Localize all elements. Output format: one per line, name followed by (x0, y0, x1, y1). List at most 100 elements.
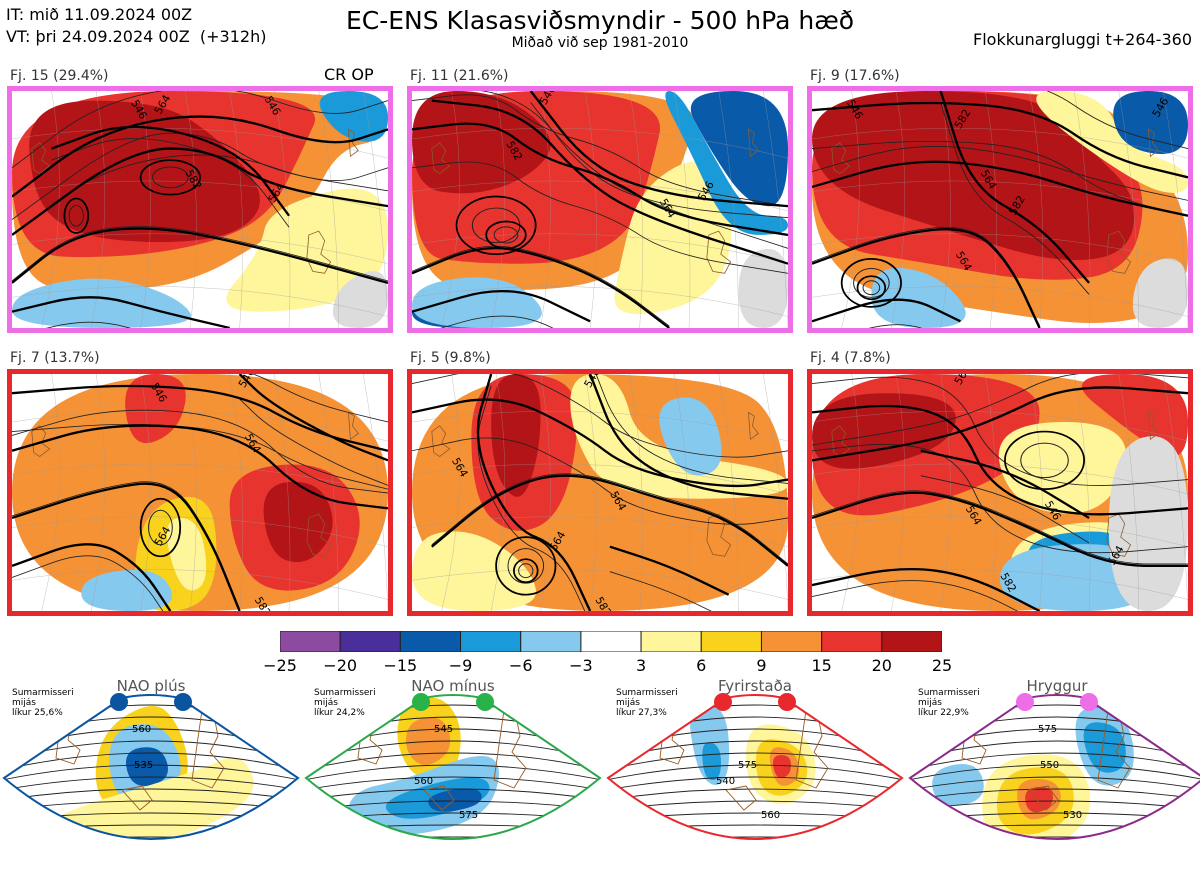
height-contour (812, 376, 1188, 486)
colorbar-swatch (279, 630, 341, 653)
regime-dot (476, 693, 494, 711)
height-contour-major (12, 384, 388, 452)
height-contour (412, 161, 788, 274)
height-contour (12, 226, 388, 282)
closed-contour (840, 258, 902, 308)
regime-anomaly (1025, 786, 1053, 813)
height-contour-major (812, 101, 1188, 179)
colorbar-tick: −20 (323, 656, 358, 675)
panel-label-5: Fj. 5 (9.8%) (410, 350, 491, 366)
regime-frequency: Sumarmisseri mijás líkur 22,9% (918, 688, 980, 718)
regime-contour-label: 560 (132, 724, 151, 735)
cluster-map-6[interactable]: 564 564 546 564 582 (807, 369, 1193, 616)
height-contour-major (431, 99, 788, 265)
height-contour (412, 437, 788, 525)
anomaly-shading (12, 278, 192, 328)
closed-contour (513, 558, 539, 584)
regime-name: Fyrirstaða (718, 677, 792, 695)
closed-contour (139, 497, 182, 558)
height-contour (812, 490, 1188, 565)
panel-tag-crop: CR OP (324, 65, 374, 84)
cluster-map-2[interactable]: 582 546 564 546 (407, 86, 793, 333)
cluster-map-1[interactable]: 546 564 582 564 546 (7, 86, 393, 333)
height-contour (412, 374, 788, 458)
colorbar-swatch (399, 630, 462, 653)
height-contour-major (812, 386, 1188, 462)
panel-label-1: Fj. 15 (29.4%) (10, 68, 109, 84)
closed-contour (139, 159, 201, 196)
height-contour-major (812, 298, 961, 323)
closed-contour (485, 220, 527, 250)
panel-label-4: Fj. 7 (13.7%) (10, 350, 100, 366)
height-contour (812, 140, 1188, 217)
regime-dot (778, 693, 796, 711)
regime-dot (110, 693, 128, 711)
anomaly-shading (998, 421, 1127, 514)
height-contour-major (12, 115, 388, 198)
closed-contour (1004, 430, 1085, 491)
closed-contour (495, 536, 557, 596)
height-contour-major (609, 545, 730, 596)
regime-anomaly (702, 742, 721, 780)
height-contour-major (412, 290, 591, 323)
regime-contour-label: 540 (716, 776, 735, 787)
anomaly-shading (332, 271, 388, 328)
height-contour (812, 146, 1188, 201)
height-contour-major (412, 246, 670, 328)
colorbar-tick: −6 (508, 656, 533, 675)
colorbar-tick: −25 (263, 656, 297, 675)
regime-dot (174, 693, 192, 711)
height-contour (252, 374, 388, 423)
regime-fan: 530 550 575 (908, 690, 1200, 870)
regime-contour-label: 575 (738, 760, 757, 771)
closed-contour (455, 195, 537, 255)
colorbar-swatch (460, 630, 522, 653)
anomaly-shading (1081, 374, 1188, 457)
height-contour-major (12, 147, 388, 236)
anomaly-shading (690, 91, 788, 207)
height-contour-major (12, 482, 241, 611)
cluster-map-5[interactable]: 564 546 564 564 582 (407, 369, 793, 616)
anomaly-shading (1113, 91, 1188, 154)
colorbar-tick: 25 (931, 656, 953, 675)
anomaly-shading (738, 248, 788, 328)
cluster-map-3[interactable]: 546 582 564 582 564 546 (807, 86, 1193, 333)
regime-dot (412, 693, 430, 711)
anomaly-shading (1132, 258, 1188, 328)
colorbar-tick: −15 (383, 656, 418, 675)
regime-contour-label: 530 (1063, 810, 1082, 821)
height-contour-major (529, 91, 788, 208)
regime-frequency: Sumarmisseri mijás líkur 25,6% (12, 688, 74, 718)
height-contour-major (588, 374, 788, 500)
regime-fan: 545 560 575 (304, 690, 602, 870)
regime-anomaly (1083, 722, 1126, 773)
regime-fan: 535 560 (2, 690, 300, 870)
anomaly-shading (167, 517, 207, 591)
regime-contour-label: 575 (459, 810, 478, 821)
height-contour (12, 409, 388, 494)
height-contour-major (812, 228, 1041, 328)
height-contour (609, 571, 712, 611)
regime-contour-label: 560 (414, 776, 433, 787)
height-contour (595, 374, 788, 484)
colorbar-swatch (520, 630, 582, 653)
height-contour (12, 91, 388, 169)
regime-anomaly (126, 747, 168, 786)
anomaly-shading (412, 531, 537, 611)
regime-dot (1080, 693, 1098, 711)
anomaly-shading (1108, 436, 1188, 611)
anomaly-shading (491, 374, 541, 497)
colorbar-tick: 3 (635, 656, 647, 675)
header-info: IT: mið 11.09.2024 00Z VT: þri 24.09.202… (6, 4, 266, 48)
height-contour-major (920, 449, 1090, 519)
regime-name: Hryggur (1026, 677, 1088, 695)
regime-fan: 540 560 575 (606, 690, 904, 870)
regime-dot (1016, 693, 1034, 711)
cluster-map-4[interactable]: 546 546 564 564 582 (7, 369, 393, 616)
height-contour (239, 398, 388, 486)
colorbar-tick: 15 (811, 656, 832, 675)
